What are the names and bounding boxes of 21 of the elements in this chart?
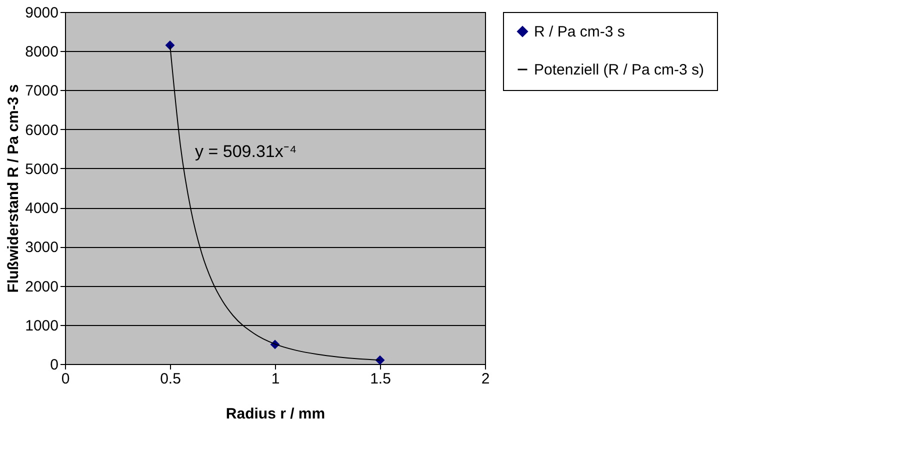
y-tick-label: 8000 — [25, 44, 58, 61]
x-tick-label: 2 — [481, 370, 490, 388]
x-tick-label: 1 — [271, 370, 280, 388]
y-tick-label: 7000 — [25, 82, 58, 100]
y-tick-label: 5000 — [25, 160, 58, 178]
x-tick-label: 1.5 — [370, 370, 391, 388]
legend-label: Potenziell (R / Pa cm-3 s) — [534, 62, 704, 78]
y-tick-label: 0 — [50, 356, 58, 374]
y-tick-label: 9000 — [25, 4, 58, 22]
y-tick-label: 1000 — [25, 317, 58, 334]
x-axis-title: Radius r / mm — [226, 406, 326, 422]
legend-label: R / Pa cm-3 s — [534, 24, 625, 40]
point — [375, 355, 385, 365]
annotation: y = 509.31x⁻⁴ — [195, 142, 297, 161]
y-tick-label: 3000 — [25, 239, 58, 256]
y-tick-label: 4000 — [25, 200, 58, 218]
y-axis-title: Flußwiderstand R / Pa cm-3 s — [5, 84, 22, 293]
y-tick-label: 6000 — [25, 122, 58, 139]
x-tick-label: 0.5 — [160, 370, 181, 388]
y-tick-label: 2000 — [25, 278, 58, 296]
x-tick-label: 0 — [61, 370, 70, 388]
